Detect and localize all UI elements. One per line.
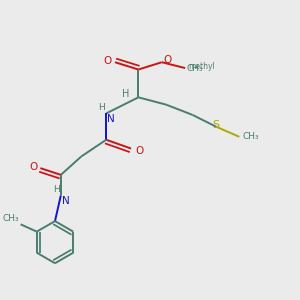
Text: O: O	[104, 56, 112, 66]
Text: CH₃: CH₃	[3, 214, 19, 223]
Text: O: O	[29, 162, 38, 172]
Text: H: H	[122, 89, 130, 99]
Text: N: N	[107, 114, 115, 124]
Text: O: O	[163, 55, 172, 65]
Text: H: H	[52, 185, 59, 194]
Text: CH₃: CH₃	[242, 132, 259, 141]
Text: CH₃: CH₃	[187, 64, 203, 73]
Text: S: S	[212, 120, 220, 130]
Text: methyl: methyl	[189, 62, 215, 71]
Text: H: H	[98, 103, 105, 112]
Text: N: N	[62, 196, 70, 206]
Text: O: O	[136, 146, 144, 157]
